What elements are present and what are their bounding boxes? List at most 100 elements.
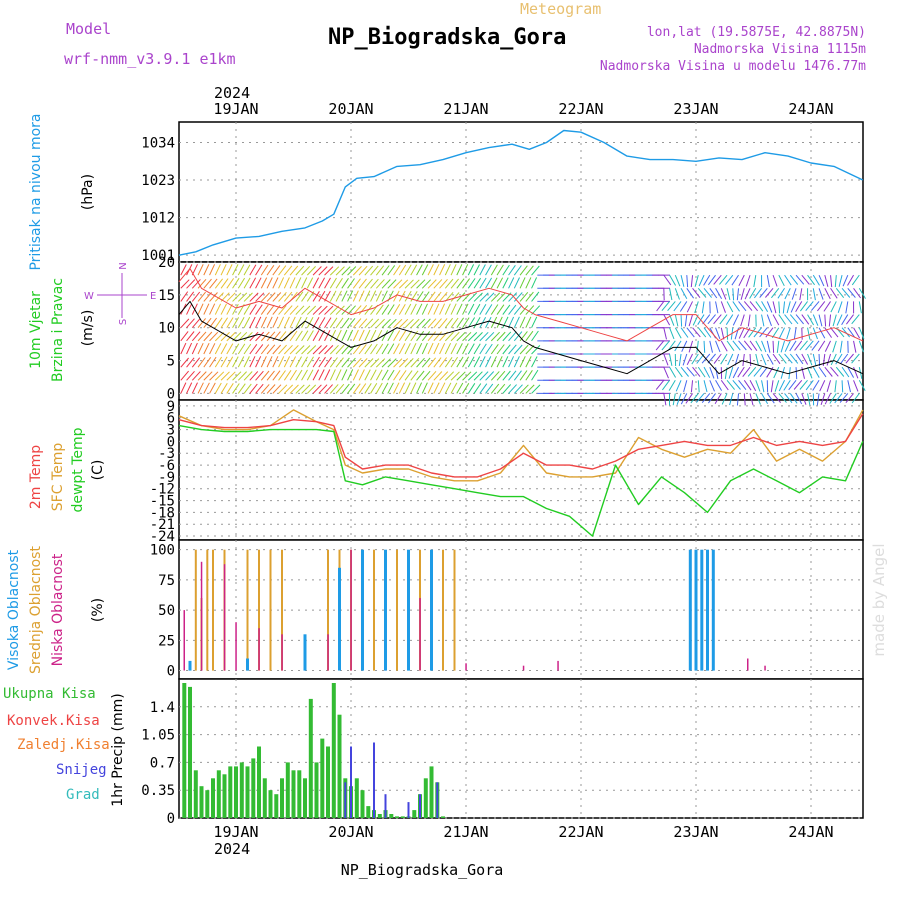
- wind-barb: [289, 356, 297, 368]
- wind-barb: [421, 318, 431, 329]
- sfc-temp-line: [178, 409, 864, 482]
- wind-barb: [467, 264, 475, 276]
- cloud-high-bar: [246, 658, 249, 671]
- wind-barb: [410, 264, 418, 276]
- wind-barb: [841, 380, 844, 393]
- wind-barb: [433, 382, 440, 394]
- wind-barb: [663, 366, 669, 379]
- precip-total-bar: [245, 766, 250, 818]
- wind-barb: [364, 383, 372, 394]
- wind-barb: [347, 278, 355, 289]
- wind-barb: [674, 340, 682, 352]
- wind-barb: [713, 274, 722, 285]
- wind-barb: [531, 384, 541, 394]
- wind-barb: [807, 366, 813, 379]
- precip-total-bar: [297, 770, 302, 818]
- cloud-high-bar: [188, 660, 192, 671]
- pressure-tick-label: 1034: [141, 135, 175, 151]
- wind-barb: [826, 380, 832, 392]
- wind-barb: [761, 393, 769, 405]
- wind-barb: [772, 274, 778, 287]
- wind-barb: [738, 379, 747, 391]
- wind-barb: [444, 264, 451, 276]
- wind-barb: [502, 304, 511, 315]
- cloud-low-bar: [764, 665, 766, 671]
- wind-barb: [398, 330, 407, 342]
- precip-total-bar: [268, 790, 273, 818]
- wind-barb: [715, 367, 719, 379]
- wind-barb: [736, 288, 740, 301]
- wind-barb: [260, 356, 267, 368]
- wind-barb: [312, 291, 320, 302]
- wind-barb: [680, 288, 688, 300]
- cloud-axis-label-2: Srednja Oblacnost: [28, 546, 44, 674]
- wind-legend-e: E: [150, 291, 156, 302]
- wind-barb: [858, 327, 865, 339]
- wind-barb: [404, 382, 411, 394]
- wind-barb: [358, 290, 365, 302]
- wind-barb: [220, 382, 228, 394]
- wind-barb: [801, 367, 805, 379]
- wind-barb: [416, 291, 424, 302]
- wind-barb: [473, 383, 482, 394]
- wind-barb: [318, 277, 326, 289]
- wind-barb: [249, 344, 258, 355]
- wind-barb: [467, 383, 476, 394]
- wind-barb: [410, 330, 419, 342]
- temp-tick-label: -15: [150, 494, 175, 510]
- wind-barb: [830, 301, 837, 313]
- temp-axis-label-2: SFC Temp: [50, 443, 66, 512]
- wind-barb: [295, 316, 302, 328]
- wind-barb: [186, 279, 196, 289]
- wind-barb: [439, 291, 448, 302]
- wind-barb: [375, 279, 385, 289]
- wind-barb: [655, 379, 665, 390]
- wind-barb: [780, 366, 786, 379]
- wind-barb: [812, 274, 820, 286]
- wind-barb: [473, 317, 481, 328]
- wind-barb: [318, 356, 326, 368]
- wind-barb: [416, 342, 423, 355]
- wind-barb: [858, 301, 862, 314]
- wind-barb: [341, 305, 351, 315]
- pressure-axis-label: Pritisak na nivou mora: [28, 113, 44, 270]
- wind-barb: [232, 292, 242, 302]
- wind-barb: [387, 304, 395, 315]
- wind-barb: [439, 357, 448, 368]
- wind-barb: [220, 303, 227, 315]
- temp-tick-label: 6: [167, 411, 175, 427]
- wind-barb: [232, 264, 239, 276]
- wind-barb: [352, 266, 362, 276]
- wind-barb: [243, 277, 251, 289]
- wind-barb: [226, 371, 236, 381]
- wind-barb: [686, 327, 695, 338]
- wind-barb: [214, 371, 225, 381]
- cloud-low-bar: [200, 561, 203, 671]
- wind-barb: [701, 393, 711, 404]
- wind-barb: [278, 331, 287, 342]
- wind-barb: [715, 301, 719, 314]
- wind-barb: [266, 304, 275, 315]
- wind-barb: [513, 304, 523, 315]
- wind-barb: [663, 327, 667, 340]
- precip-snow-bar: [350, 746, 352, 818]
- wind-barb: [801, 353, 809, 365]
- wind-barb: [456, 292, 466, 302]
- wind-barb: [450, 317, 459, 329]
- wind-barb: [398, 279, 409, 289]
- wind-barb: [728, 366, 734, 379]
- wind-barb: [784, 314, 793, 325]
- wind-barb: [243, 292, 253, 302]
- wind-barb: [740, 314, 745, 327]
- wind-barb: [830, 288, 838, 299]
- wind-barb: [260, 292, 270, 302]
- wind-barb: [433, 303, 440, 315]
- wind-barb: [209, 331, 219, 342]
- elevation-text: Nadmorska Visina 1115m: [694, 42, 866, 57]
- wind-barb: [191, 291, 201, 302]
- wind-barb: [312, 277, 320, 289]
- wind-barb: [186, 303, 193, 315]
- wind-barb: [180, 342, 187, 355]
- wind-barb: [462, 371, 472, 381]
- wind-barb: [249, 292, 259, 302]
